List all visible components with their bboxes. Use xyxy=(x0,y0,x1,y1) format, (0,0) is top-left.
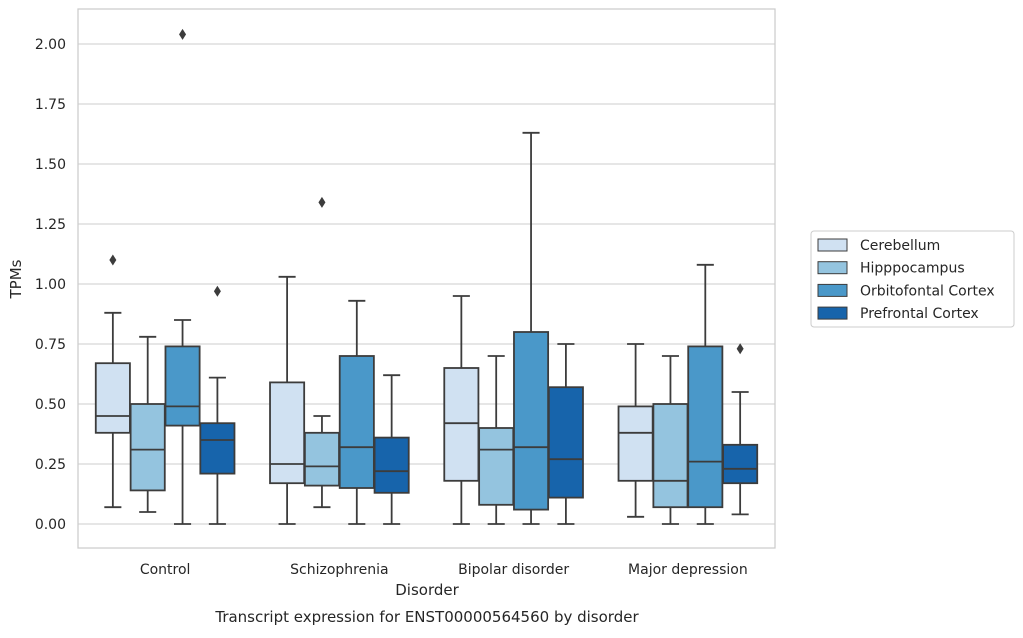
legend-swatch xyxy=(817,283,848,297)
box-iqr xyxy=(478,427,515,506)
legend-label: Hipppocampus xyxy=(860,261,965,277)
outlier-point xyxy=(213,285,221,297)
box-groups xyxy=(94,28,759,525)
x-tick-label: Major depression xyxy=(628,562,748,578)
box-iqr xyxy=(547,386,584,499)
y-tick-label: 0.00 xyxy=(35,517,66,533)
outlier-point xyxy=(179,28,187,40)
box-iqr xyxy=(199,422,236,475)
y-tick-label: 0.25 xyxy=(35,457,66,473)
box-iqr xyxy=(443,367,480,482)
y-axis-ticks: 0.00 0.25 0.50 0.75 1.00 1.25 1.50 1.75 2.00 xyxy=(35,37,66,533)
legend-label: Cerebellum xyxy=(860,238,940,254)
y-axis-label: TPMs xyxy=(7,259,25,299)
plot-area-frame xyxy=(77,8,776,549)
outlier-point xyxy=(736,343,744,355)
legend-label: Prefrontal Cortex xyxy=(860,306,979,322)
x-axis-label: Disorder xyxy=(395,581,459,599)
box-iqr xyxy=(722,443,759,485)
legend-swatch xyxy=(817,238,848,252)
y-tick-label: 1.75 xyxy=(35,97,66,113)
y-tick-label: 1.00 xyxy=(35,277,66,293)
y-tick-label: 2.00 xyxy=(35,37,66,53)
box-iqr xyxy=(303,431,340,487)
x-axis-ticks: Control Schizophrenia Bipolar disorder Majo… xyxy=(140,562,748,578)
box-iqr xyxy=(652,403,689,509)
box-iqr xyxy=(269,381,306,485)
legend: Cerebellum Hipppocampus Orbitofontal Corte… xyxy=(810,230,1015,328)
y-tick-label: 0.50 xyxy=(35,397,66,413)
category-group xyxy=(443,131,584,525)
box-iqr xyxy=(373,436,410,494)
category-group xyxy=(94,28,236,525)
x-tick-label: Bipolar disorder xyxy=(458,562,569,578)
category-group xyxy=(269,196,410,525)
x-tick-label: Control xyxy=(140,562,191,578)
box-iqr xyxy=(338,355,375,489)
y-tick-label: 1.25 xyxy=(35,217,66,233)
legend-swatch xyxy=(817,306,848,320)
box-iqr xyxy=(129,403,166,492)
chart-caption: Transcript expression for ENST0000056456… xyxy=(214,608,639,626)
box-iqr xyxy=(687,345,724,509)
category-group xyxy=(617,263,759,525)
legend-label: Orbitofontal Cortex xyxy=(860,283,995,299)
legend-frame xyxy=(810,230,1015,328)
box-iqr xyxy=(164,345,201,427)
box-iqr xyxy=(94,362,131,434)
y-tick-label: 1.50 xyxy=(35,157,66,173)
outlier-point xyxy=(109,254,117,266)
box-iqr xyxy=(617,405,654,482)
outlier-point xyxy=(318,196,326,208)
legend-swatch xyxy=(817,261,848,275)
x-tick-label: Schizophrenia xyxy=(290,562,388,578)
box-iqr xyxy=(513,331,550,511)
y-tick-label: 0.75 xyxy=(35,337,66,353)
